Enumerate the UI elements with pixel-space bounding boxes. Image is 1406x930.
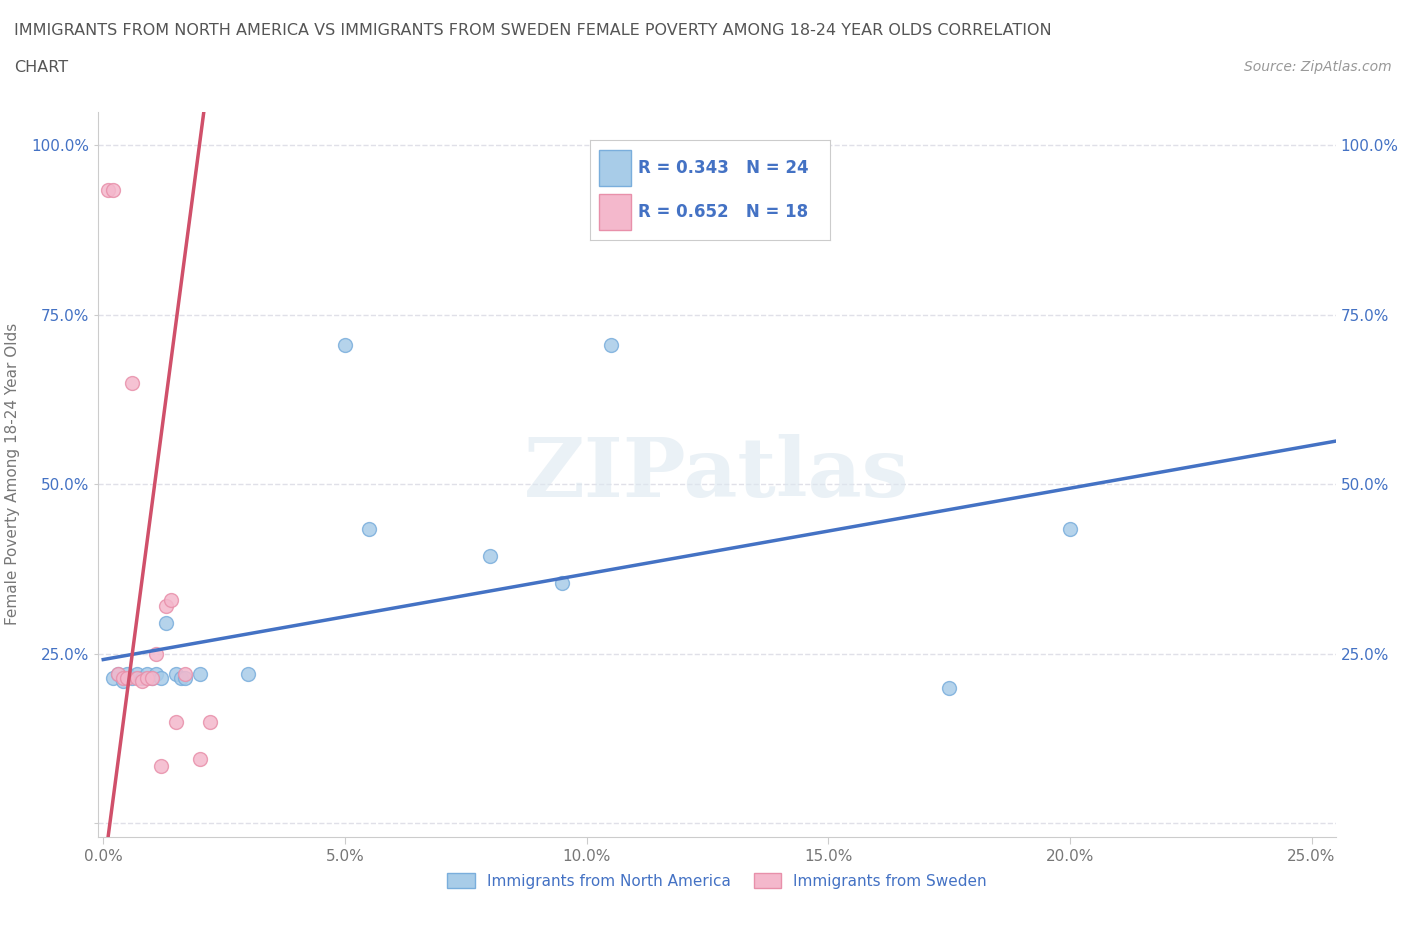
Point — [150, 758, 173, 773]
Point — [169, 671, 191, 685]
Legend: Immigrants from North America, Immigrants from Sweden: Immigrants from North America, Immigrant… — [441, 867, 993, 895]
Point — [160, 592, 183, 607]
Point — [165, 667, 187, 682]
Point — [97, 182, 120, 197]
Point — [1059, 521, 1081, 536]
Point — [117, 671, 139, 685]
Text: R = 0.343   N = 24: R = 0.343 N = 24 — [638, 159, 808, 178]
Point — [150, 671, 173, 685]
Text: R = 0.652   N = 18: R = 0.652 N = 18 — [638, 204, 808, 221]
Point — [551, 576, 574, 591]
Point — [127, 667, 149, 682]
Y-axis label: Female Poverty Among 18-24 Year Olds: Female Poverty Among 18-24 Year Olds — [6, 324, 20, 626]
Point — [121, 671, 143, 685]
Point — [145, 646, 167, 661]
Point — [111, 671, 134, 685]
Point — [938, 681, 960, 696]
Point — [107, 667, 129, 682]
Point — [478, 548, 501, 563]
Point — [131, 671, 153, 685]
Point — [599, 338, 621, 352]
Point — [238, 667, 260, 682]
Point — [174, 667, 197, 682]
Point — [155, 616, 177, 631]
Point — [131, 673, 153, 688]
Text: ZIPatlas: ZIPatlas — [524, 434, 910, 514]
Point — [174, 671, 197, 685]
Point — [127, 671, 149, 685]
Point — [198, 714, 221, 729]
Bar — [599, 151, 630, 186]
Point — [111, 673, 134, 688]
Point — [155, 599, 177, 614]
Point — [188, 667, 211, 682]
Point — [107, 667, 129, 682]
Point — [101, 182, 124, 197]
Point — [165, 714, 187, 729]
Bar — [599, 194, 630, 231]
Text: Source: ZipAtlas.com: Source: ZipAtlas.com — [1244, 60, 1392, 74]
Point — [333, 338, 356, 352]
Point — [145, 667, 167, 682]
Point — [141, 671, 163, 685]
Point — [117, 667, 139, 682]
Text: IMMIGRANTS FROM NORTH AMERICA VS IMMIGRANTS FROM SWEDEN FEMALE POVERTY AMONG 18-: IMMIGRANTS FROM NORTH AMERICA VS IMMIGRA… — [14, 23, 1052, 38]
Point — [141, 671, 163, 685]
Point — [188, 751, 211, 766]
Point — [357, 521, 380, 536]
Point — [135, 671, 157, 685]
Point — [135, 667, 157, 682]
Text: CHART: CHART — [14, 60, 67, 75]
Point — [101, 671, 124, 685]
Point — [121, 376, 143, 391]
